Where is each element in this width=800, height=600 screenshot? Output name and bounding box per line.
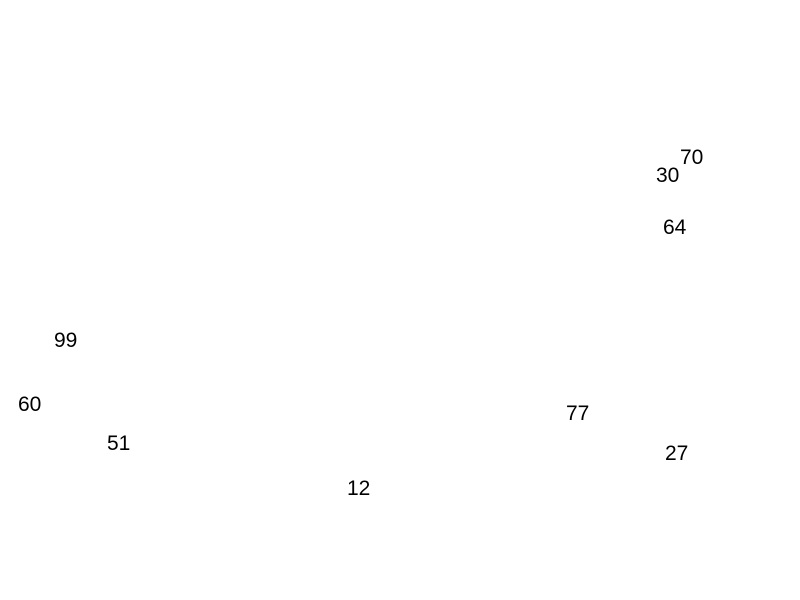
number-label: 60 (18, 393, 42, 416)
number-label: 99 (54, 329, 78, 352)
number-label: 51 (107, 432, 131, 455)
number-label: 12 (347, 477, 371, 500)
number-label: 64 (663, 216, 687, 239)
number-label: 30 (656, 164, 680, 187)
number-label: 77 (566, 402, 590, 425)
number-label: 27 (665, 442, 689, 465)
number-label: 70 (680, 146, 704, 169)
